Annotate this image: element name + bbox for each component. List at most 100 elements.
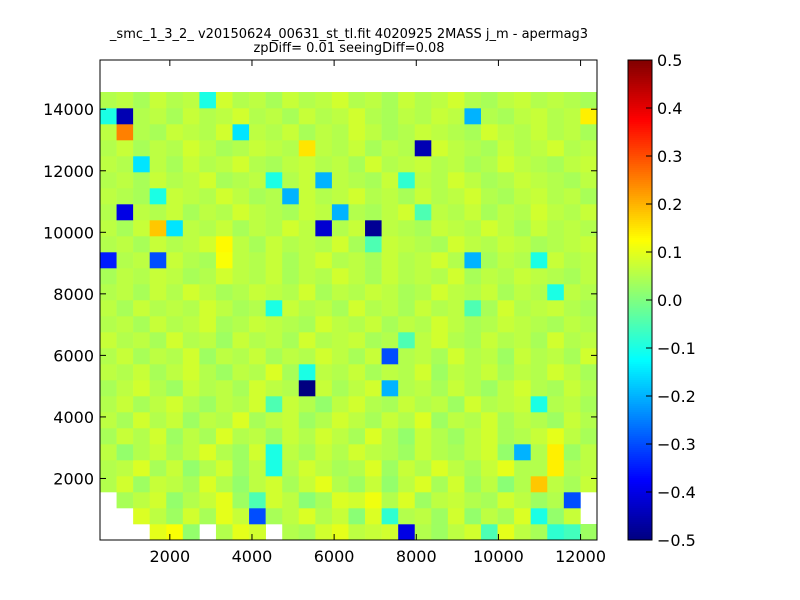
colorbar-segment (628, 220, 652, 223)
heatmap-cell (464, 396, 482, 413)
heatmap-cell (547, 412, 565, 429)
heatmap-cell (365, 444, 382, 461)
heatmap-cell (199, 428, 217, 445)
colorbar-segment (628, 254, 652, 257)
heatmap-cell (381, 236, 399, 253)
heatmap-cell (563, 508, 581, 525)
heatmap-cell (215, 508, 233, 525)
heatmap-cell (133, 188, 150, 205)
colorbar-segment (628, 522, 652, 525)
heatmap-cell (381, 332, 399, 349)
heatmap-cell (232, 332, 250, 349)
colorbar-segment (628, 172, 652, 175)
colorbar-segment (628, 232, 652, 235)
heatmap-cell (215, 220, 233, 237)
heatmap-cell (315, 444, 333, 461)
heatmap-cell (414, 220, 432, 237)
heatmap-cell (182, 188, 200, 205)
heatmap-cell (331, 124, 349, 141)
heatmap-cell (265, 124, 283, 141)
heatmap-cell (315, 348, 333, 365)
heatmap-cell (331, 172, 349, 189)
heatmap-cell (133, 492, 150, 509)
colorbar-segment (628, 310, 652, 313)
colorbar-segment (628, 222, 652, 225)
heatmap-cell (563, 412, 581, 429)
heatmap-cell (580, 172, 598, 189)
heatmap-cell (514, 348, 531, 365)
heatmap-cell (298, 364, 316, 381)
heatmap-cell (116, 204, 134, 221)
heatmap-cell (365, 236, 382, 253)
heatmap-cell (514, 284, 531, 301)
heatmap-cell (414, 188, 432, 205)
heatmap-cell (149, 204, 167, 221)
heatmap-cell (514, 268, 531, 285)
heatmap-cell (547, 348, 565, 365)
axes: 2000 4000 6000 8000 10000 12000 2000 4000 6000 80… (43, 60, 606, 566)
heatmap-cell (100, 236, 117, 253)
heatmap-cell (315, 108, 333, 125)
heatmap-cell (116, 412, 134, 429)
heatmap-cell (381, 316, 399, 333)
heatmap-cell (166, 492, 184, 509)
heatmap-cell (530, 508, 548, 525)
heatmap-cell (365, 92, 382, 109)
heatmap-cell (398, 476, 416, 493)
heatmap-cell (365, 524, 382, 541)
colorbar-segment (628, 504, 652, 507)
heatmap-cell (348, 444, 366, 461)
heatmap-cell (215, 300, 233, 317)
heatmap-cell (464, 172, 482, 189)
heatmap-cell (133, 284, 150, 301)
heatmap-cell (447, 156, 465, 173)
colorbar-segment (628, 268, 652, 271)
heatmap-cell (232, 92, 250, 109)
heatmap-cell (497, 396, 515, 413)
colorbar-segment (628, 218, 652, 221)
heatmap-cell (563, 524, 581, 541)
heatmap-cell (298, 476, 316, 493)
colorbar-segment (628, 276, 652, 279)
heatmap-cell (497, 460, 515, 477)
heatmap-cell (447, 476, 465, 493)
heatmap-cell (249, 316, 266, 333)
heatmap-cell (514, 444, 531, 461)
heatmap-cell (166, 284, 184, 301)
heatmap-cell (398, 316, 416, 333)
colorbar-segment (628, 450, 652, 453)
heatmap-cell (563, 268, 581, 285)
heatmap-cell (447, 252, 465, 269)
heatmap-cell (182, 140, 200, 157)
heatmap-cell (182, 396, 200, 413)
heatmap-cell (100, 204, 117, 221)
heatmap-cell (166, 460, 184, 477)
heatmap-cell (381, 204, 399, 221)
heatmap-cell (265, 492, 283, 509)
colorbar-segment (628, 286, 652, 289)
colorbar-segment (628, 196, 652, 199)
heatmap-cell (315, 204, 333, 221)
colorbar-segment (628, 396, 652, 399)
heatmap-cell (265, 508, 283, 525)
heatmap-cell (348, 428, 366, 445)
heatmap-cells (100, 92, 598, 541)
heatmap-cell (298, 332, 316, 349)
heatmap-cell (100, 300, 117, 317)
heatmap-cell (447, 348, 465, 365)
colorbar-segment (628, 74, 652, 77)
heatmap-cell (514, 476, 531, 493)
heatmap-cell (447, 284, 465, 301)
heatmap-cell (100, 268, 117, 285)
heatmap-cell (232, 316, 250, 333)
heatmap-cell (331, 428, 349, 445)
colorbar-segment (628, 410, 652, 413)
heatmap-cell (398, 380, 416, 397)
heatmap-cell (315, 92, 333, 109)
heatmap-cell (348, 124, 366, 141)
heatmap-cell (199, 188, 217, 205)
heatmap-cell (481, 172, 498, 189)
heatmap-cell (149, 524, 167, 541)
colorbar-segment (628, 536, 652, 539)
heatmap-cell (249, 364, 266, 381)
